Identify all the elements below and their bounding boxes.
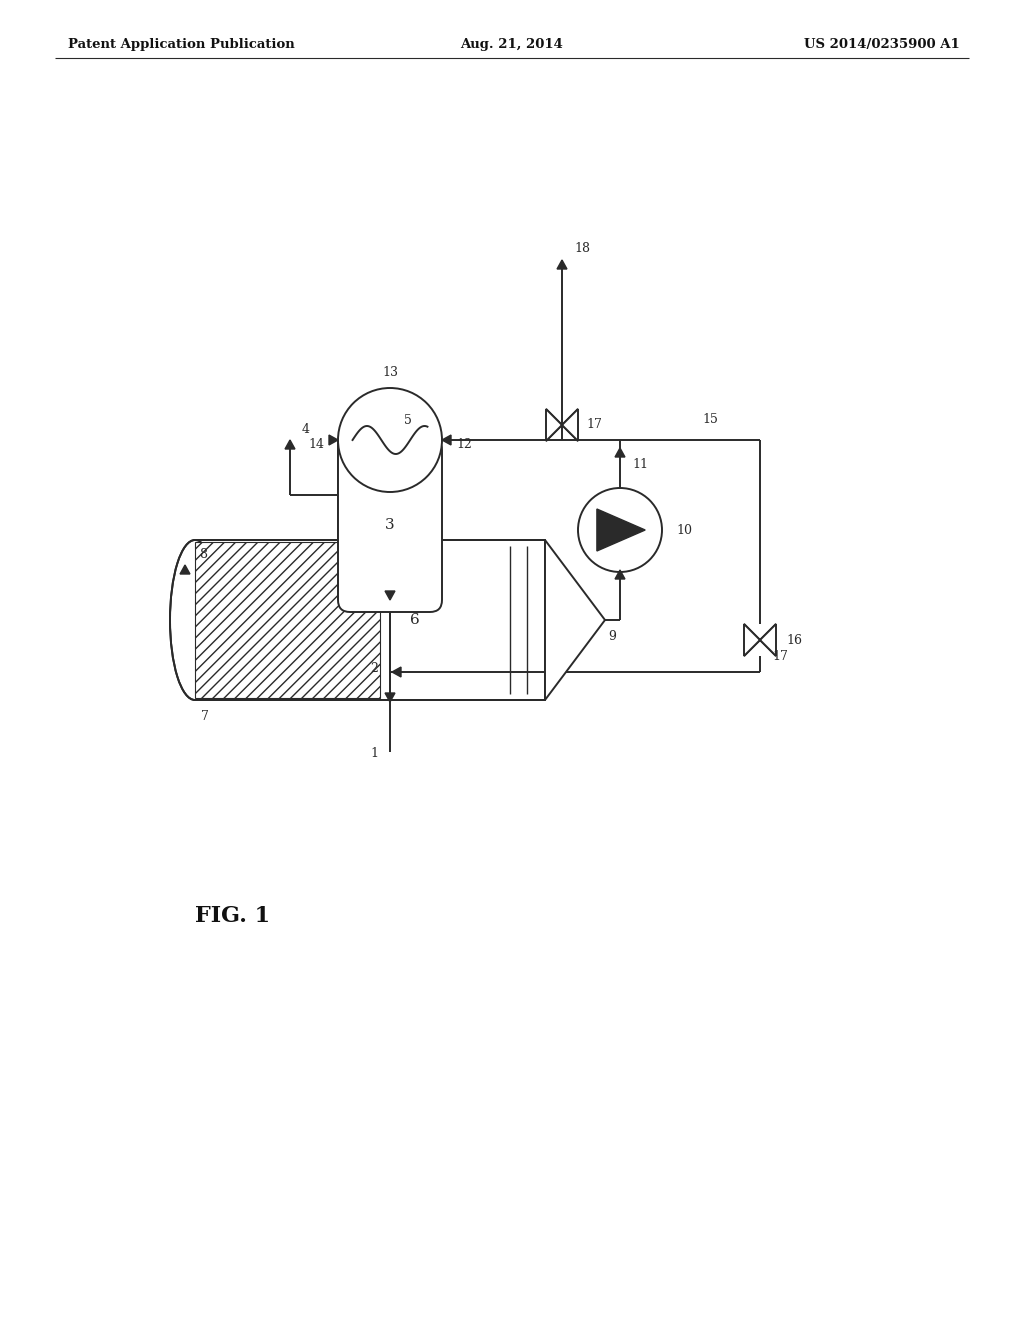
Text: 8: 8 bbox=[199, 548, 207, 561]
Text: 16: 16 bbox=[786, 634, 802, 647]
Text: 17: 17 bbox=[772, 649, 787, 663]
Text: 2: 2 bbox=[370, 663, 378, 675]
Text: 5: 5 bbox=[404, 413, 412, 426]
Text: 12: 12 bbox=[456, 438, 472, 451]
Polygon shape bbox=[385, 693, 395, 702]
Text: 4: 4 bbox=[302, 422, 310, 436]
FancyBboxPatch shape bbox=[338, 438, 442, 612]
Polygon shape bbox=[615, 570, 625, 579]
Bar bbox=[195, 543, 380, 698]
Polygon shape bbox=[546, 409, 578, 441]
Text: Aug. 21, 2014: Aug. 21, 2014 bbox=[461, 38, 563, 51]
Text: 10: 10 bbox=[676, 524, 692, 536]
Text: FIG. 1: FIG. 1 bbox=[195, 906, 270, 927]
Polygon shape bbox=[385, 591, 395, 601]
Circle shape bbox=[338, 388, 442, 492]
Text: 11: 11 bbox=[632, 458, 648, 470]
Text: 6: 6 bbox=[411, 612, 420, 627]
Polygon shape bbox=[744, 624, 776, 656]
Polygon shape bbox=[285, 440, 295, 449]
Text: Patent Application Publication: Patent Application Publication bbox=[68, 38, 295, 51]
Bar bbox=[195, 540, 545, 700]
Ellipse shape bbox=[170, 540, 220, 700]
Polygon shape bbox=[392, 667, 401, 677]
Text: 15: 15 bbox=[702, 413, 718, 426]
Polygon shape bbox=[557, 260, 567, 269]
Text: US 2014/0235900 A1: US 2014/0235900 A1 bbox=[804, 38, 961, 51]
Polygon shape bbox=[545, 540, 605, 700]
Text: 7: 7 bbox=[201, 710, 209, 722]
Polygon shape bbox=[329, 436, 338, 445]
Text: 3: 3 bbox=[385, 517, 395, 532]
Text: 14: 14 bbox=[308, 438, 324, 451]
Polygon shape bbox=[385, 441, 395, 450]
Polygon shape bbox=[180, 565, 189, 574]
Polygon shape bbox=[597, 510, 645, 550]
Text: 18: 18 bbox=[574, 242, 590, 255]
Polygon shape bbox=[442, 436, 451, 445]
Text: 9: 9 bbox=[608, 630, 616, 643]
Text: 13: 13 bbox=[382, 366, 398, 379]
Text: 1: 1 bbox=[370, 747, 378, 760]
Text: 17: 17 bbox=[586, 418, 602, 432]
Polygon shape bbox=[615, 447, 625, 457]
Circle shape bbox=[578, 488, 662, 572]
